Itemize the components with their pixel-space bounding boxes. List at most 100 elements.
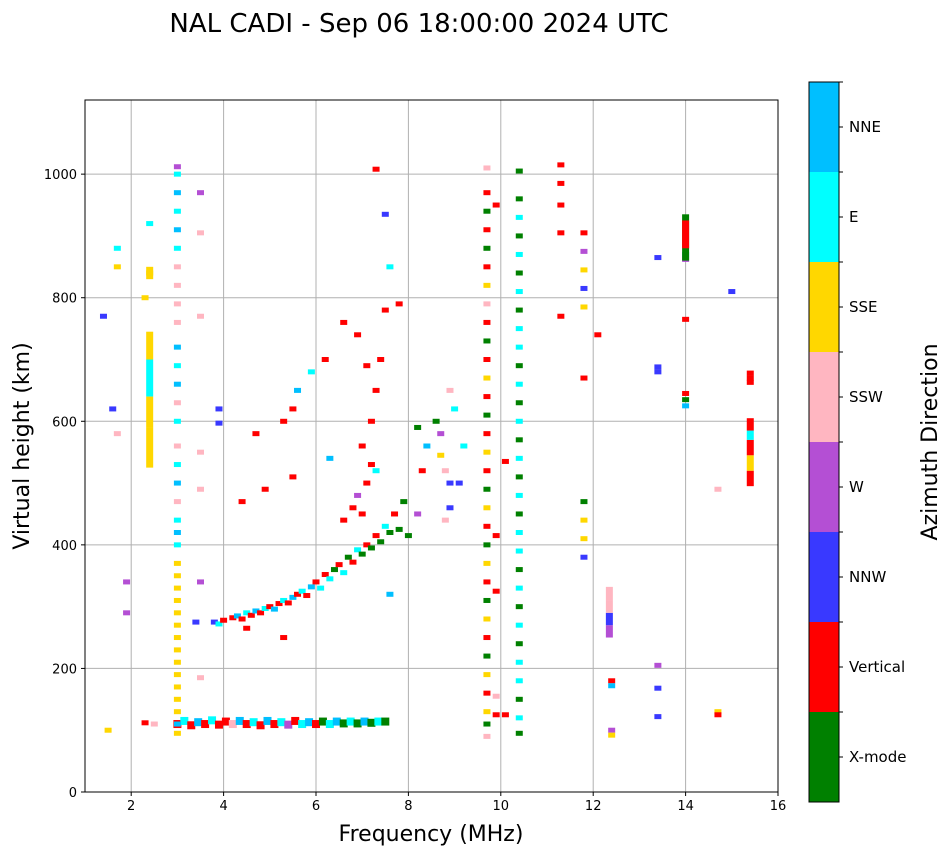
segment-bar xyxy=(746,439,754,456)
column-point xyxy=(173,635,181,641)
data-point xyxy=(714,709,722,715)
data-point xyxy=(247,612,255,618)
data-point xyxy=(289,474,297,480)
data-point xyxy=(141,720,149,726)
column-point xyxy=(173,301,181,307)
axis-ticks: 2 4 6 8 10 12 14 16 0 200 400 600 800 1000 xyxy=(44,168,786,814)
data-point xyxy=(372,533,380,539)
data-point xyxy=(492,712,500,718)
e-layer-point xyxy=(318,717,327,726)
x-tick-label: 10 xyxy=(493,799,510,814)
data-point xyxy=(446,387,454,393)
data-point xyxy=(280,418,288,424)
column-point xyxy=(515,641,523,647)
data-point xyxy=(608,678,616,684)
e-layer-point xyxy=(346,717,355,726)
data-point xyxy=(197,313,204,319)
data-point xyxy=(728,289,736,295)
data-point xyxy=(280,635,288,641)
column-point xyxy=(483,523,491,529)
column-point xyxy=(173,647,181,653)
data-point xyxy=(363,363,371,369)
e-layer-point xyxy=(194,718,203,727)
e-layer-point xyxy=(360,717,369,726)
segment-bar xyxy=(605,586,613,601)
column-point xyxy=(173,245,181,251)
e-layer-point xyxy=(367,718,376,727)
column-point xyxy=(515,492,523,498)
chart-title: NAL CADI - Sep 06 18:00:00 2024 UTC xyxy=(169,9,668,39)
column-point xyxy=(173,597,181,603)
column-point xyxy=(515,289,523,295)
data-point xyxy=(367,418,375,424)
column-point xyxy=(483,579,491,585)
column-point xyxy=(173,517,181,523)
column-point xyxy=(515,604,523,610)
y-tick-label: 400 xyxy=(52,539,77,554)
column-point xyxy=(483,264,491,270)
data-point xyxy=(289,406,297,412)
column-point xyxy=(515,548,523,554)
colorbar-frame xyxy=(808,81,840,803)
data-point xyxy=(197,579,204,585)
column-point xyxy=(483,394,491,400)
colorbar-swatch xyxy=(809,172,839,262)
colorbar-swatch xyxy=(809,262,839,352)
column-point xyxy=(173,659,181,665)
column-point xyxy=(515,567,523,573)
column-point xyxy=(483,635,491,641)
y-tick-label: 600 xyxy=(52,415,77,430)
column-point xyxy=(515,730,523,736)
column-point xyxy=(483,542,491,548)
data-point xyxy=(580,285,588,291)
data-point xyxy=(215,420,223,426)
column-point xyxy=(483,721,491,727)
e-layer-point xyxy=(263,716,272,725)
data-point xyxy=(580,230,588,236)
colorbar: X-mode Vertical NNW W SSW SSE E NNE xyxy=(808,81,906,803)
data-point xyxy=(608,683,616,689)
data-point xyxy=(557,180,565,186)
data-point xyxy=(354,547,362,553)
column-point xyxy=(483,357,491,362)
data-point xyxy=(437,452,445,458)
segment-bar xyxy=(605,600,613,613)
data-point xyxy=(238,616,246,622)
data-point xyxy=(363,480,371,486)
column-point xyxy=(173,499,181,505)
data-point xyxy=(580,517,588,523)
colorbar-swatch xyxy=(809,532,839,622)
e-layer-point xyxy=(256,721,265,730)
column-point xyxy=(515,455,523,461)
column-point xyxy=(173,190,181,196)
data-point xyxy=(326,455,334,461)
data-point xyxy=(404,533,412,539)
segment-bar xyxy=(746,418,754,431)
data-point xyxy=(294,387,302,393)
data-point xyxy=(446,505,454,511)
segment-bar xyxy=(146,396,154,428)
x-tick-label: 16 xyxy=(770,799,787,814)
data-point xyxy=(340,517,348,523)
column-point xyxy=(483,733,491,739)
colorbar-swatch xyxy=(809,712,839,802)
x-tick-label: 14 xyxy=(677,799,694,814)
e-layer-point xyxy=(381,717,390,726)
column-point xyxy=(173,542,181,548)
column-point xyxy=(173,480,181,486)
colorbar-tick-label: Vertical xyxy=(849,658,905,676)
column-point xyxy=(515,678,523,684)
column-point xyxy=(515,585,523,591)
data-point xyxy=(197,675,204,681)
data-point xyxy=(192,619,200,625)
data-point xyxy=(123,579,131,585)
data-point xyxy=(270,606,278,612)
column-point xyxy=(515,400,523,406)
column-point xyxy=(483,375,491,381)
data-point xyxy=(377,357,385,362)
data-point xyxy=(460,443,468,449)
column-point xyxy=(515,251,523,257)
data-point xyxy=(340,570,348,576)
data-point xyxy=(367,545,375,551)
data-point xyxy=(197,486,204,492)
